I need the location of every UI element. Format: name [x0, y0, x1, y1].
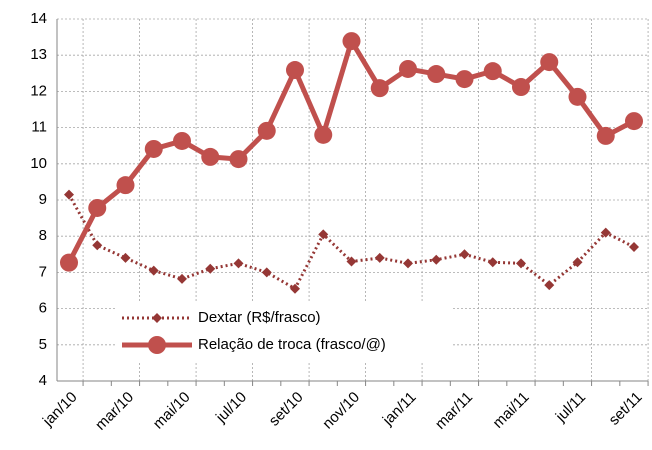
point	[370, 79, 389, 98]
point	[374, 252, 385, 263]
point	[290, 283, 300, 294]
x-tick-label: mai/11	[490, 389, 533, 432]
point	[572, 257, 583, 268]
point	[487, 257, 498, 268]
y-tick-label: 8	[39, 227, 47, 244]
point	[177, 273, 187, 284]
point	[314, 125, 333, 144]
point	[629, 242, 639, 253]
point	[88, 198, 107, 217]
point	[116, 176, 135, 195]
point	[173, 131, 191, 150]
point	[596, 126, 615, 145]
y-tick-label: 5	[39, 336, 47, 353]
point	[459, 249, 470, 260]
point	[205, 263, 216, 274]
point	[229, 150, 248, 169]
point	[346, 256, 357, 267]
point	[427, 65, 446, 84]
x-tick-label: jul/11	[552, 389, 589, 426]
point	[120, 252, 131, 263]
x-tick-label: mar/11	[432, 389, 476, 433]
x-tick-label: set/11	[606, 389, 646, 429]
legend-label: Dextar (R$/frasco)	[198, 309, 321, 326]
point	[540, 53, 559, 72]
x-tick-label: jan/11	[379, 389, 420, 430]
y-tick-label: 10	[30, 155, 47, 172]
point	[148, 265, 159, 276]
point	[257, 121, 276, 140]
point	[431, 254, 442, 265]
legend-label: Relação de troca (frasco/@)	[198, 336, 386, 353]
x-tick-label: jan/10	[39, 389, 81, 431]
y-tick-label: 4	[39, 372, 47, 389]
point	[261, 267, 272, 278]
point	[318, 229, 329, 240]
y-tick-label: 7	[39, 263, 47, 280]
legend-box	[116, 302, 451, 362]
point	[512, 78, 530, 97]
legend-marker	[152, 313, 162, 323]
point	[92, 240, 103, 251]
point	[625, 112, 643, 131]
point	[399, 59, 417, 78]
y-tick-label: 11	[31, 119, 47, 136]
x-tick-label: jul/10	[212, 389, 250, 427]
y-tick-label: 6	[39, 300, 47, 317]
point	[286, 61, 304, 80]
point	[342, 32, 361, 51]
point	[544, 280, 555, 291]
y-tick-label: 9	[39, 191, 47, 208]
point	[516, 258, 526, 269]
point	[600, 227, 611, 238]
y-tick-label: 13	[30, 46, 47, 63]
point	[233, 258, 244, 269]
point	[60, 253, 78, 272]
point	[201, 147, 220, 166]
x-tick-label: mar/10	[92, 389, 137, 434]
point	[403, 258, 413, 269]
x-tick-label: mai/10	[150, 389, 194, 433]
y-tick-label: 12	[30, 82, 47, 99]
legend-marker	[148, 336, 166, 354]
x-tick-label: nov/10	[319, 389, 363, 433]
point	[455, 70, 474, 89]
y-tick-label: 14	[30, 10, 47, 27]
point	[568, 87, 587, 106]
x-tick-label: set/10	[266, 389, 307, 430]
point	[483, 62, 502, 81]
point	[64, 189, 74, 200]
point	[144, 139, 163, 158]
